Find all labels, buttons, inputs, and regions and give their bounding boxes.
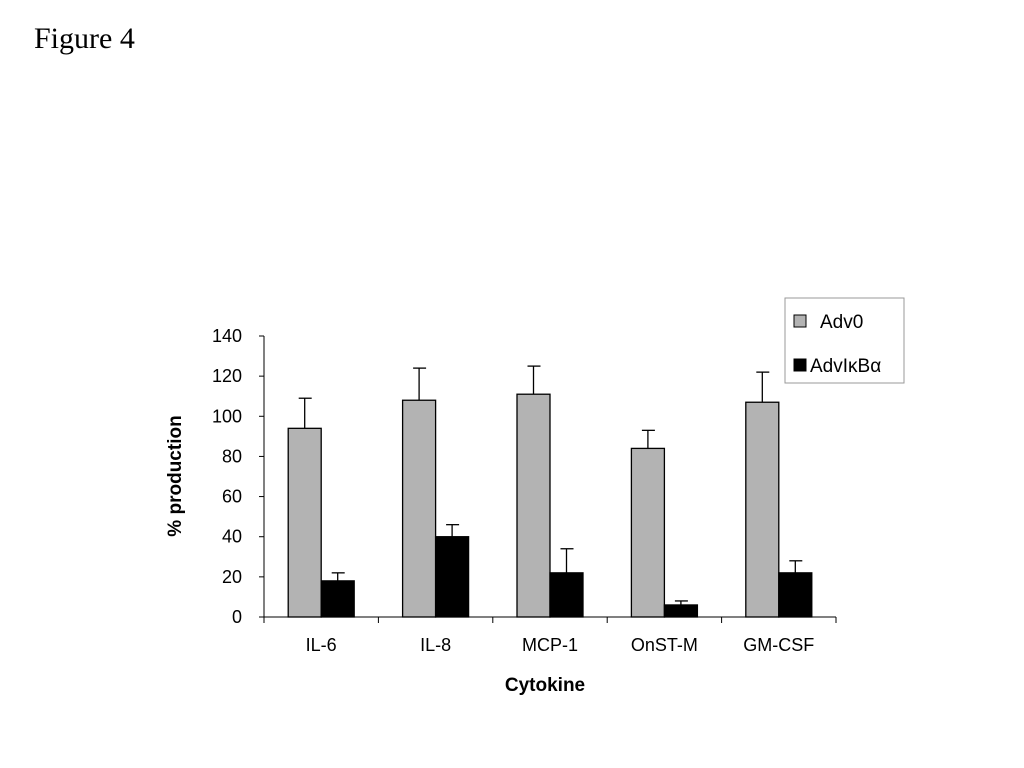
bar-advikba-il-6 — [320, 580, 355, 618]
bar-adv0-onst-m — [630, 447, 666, 618]
y-tick-label: 20 — [222, 567, 242, 587]
bar-adv0-il-6 — [287, 427, 322, 618]
x-tick-label: MCP-1 — [522, 635, 578, 655]
y-tick-label: 0 — [232, 607, 242, 627]
y-tick-label: 140 — [212, 326, 242, 346]
bar-advikba-mcp-1 — [549, 572, 584, 618]
y-tick-label: 40 — [222, 527, 242, 547]
y-tick-label: 60 — [222, 487, 242, 507]
y-axis-title: % production — [165, 415, 186, 536]
figure-label: Figure 4 — [34, 22, 135, 55]
bar-advikba-onst-m — [663, 604, 699, 618]
x-tick-label: IL-6 — [306, 635, 337, 655]
y-ticks: 0 20 40 60 80 100 120 140 — [212, 326, 264, 627]
x-tick-label: GM-CSF — [743, 635, 814, 655]
bar-adv0-mcp-1 — [516, 393, 551, 618]
y-tick-label: 80 — [222, 446, 242, 466]
bar-adv0-il-8 — [401, 399, 437, 618]
bars — [287, 365, 813, 618]
y-tick-label: 120 — [212, 366, 242, 386]
bar-advikba-il-8 — [434, 536, 470, 618]
bar-advikba-gm-csf — [778, 572, 813, 618]
x-axis-title: Cytokine — [505, 675, 585, 696]
legend-label-advikba: AdvIκBα — [810, 356, 881, 377]
x-tick-label: IL-8 — [420, 635, 451, 655]
bar-adv0-gm-csf — [745, 401, 780, 618]
x-ticks: IL-6 IL-8 MCP-1 OnST-M GM-CSF — [263, 617, 837, 655]
legend-label-adv0: Adv0 — [820, 312, 863, 333]
legend: Adv0 AdvIκBα — [784, 297, 905, 384]
legend-swatch-advikba — [793, 358, 807, 372]
x-tick-label: OnST-M — [631, 635, 698, 655]
legend-swatch-adv0 — [793, 314, 807, 328]
y-tick-label: 100 — [212, 406, 242, 426]
